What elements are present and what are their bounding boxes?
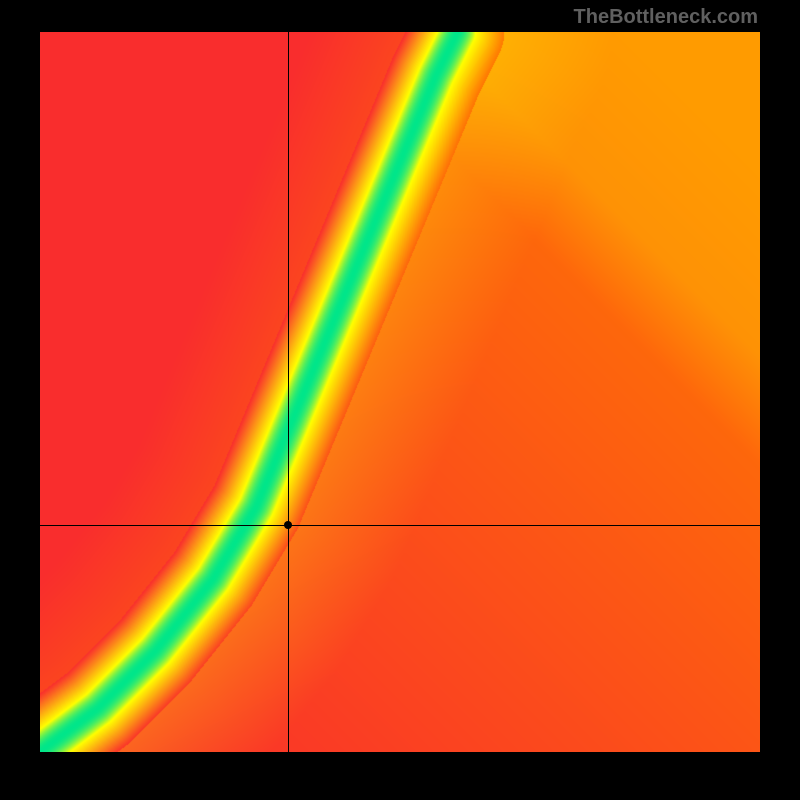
marker-dot: [284, 521, 292, 529]
crosshair-horizontal: [40, 525, 760, 526]
plot-area: [40, 32, 760, 752]
watermark-text: TheBottleneck.com: [574, 6, 758, 29]
crosshair-vertical: [288, 32, 289, 752]
chart-container: TheBottleneck.com: [0, 0, 800, 800]
heatmap-canvas: [40, 32, 760, 752]
